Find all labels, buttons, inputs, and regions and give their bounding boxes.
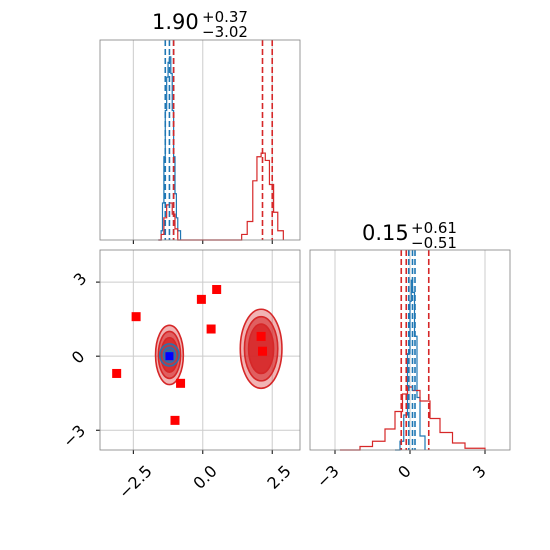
joint-panel	[96, 249, 301, 454]
title-param1: 1.90 +0.37 −3.02	[152, 8, 248, 41]
joint-contours	[112, 285, 283, 425]
title-param2-median: 0.15	[362, 221, 409, 245]
joint-border	[99, 249, 301, 451]
truth-marker	[131, 312, 141, 322]
title-param2-minus: −0.51	[411, 234, 457, 252]
x-tick-labels-param1: −2.5 0.0 2.5	[115, 461, 295, 502]
title-param1-plus: +0.37	[202, 8, 248, 26]
title-param1-median: 1.90	[152, 10, 199, 34]
truth-marker	[206, 324, 216, 334]
truth-marker	[256, 331, 266, 341]
title-param1-minus: −3.02	[202, 23, 248, 41]
truth-marker	[170, 415, 180, 425]
y-tick-label: 0	[68, 347, 89, 368]
hist-param2-panel	[309, 249, 511, 454]
truth-marker	[112, 368, 122, 378]
median-marker-blue	[165, 352, 174, 361]
hist-blue-series	[158, 56, 182, 241]
x-tick-label: 2.5	[263, 461, 294, 492]
truth-marker	[196, 294, 206, 304]
x-tick-label: 3	[469, 461, 490, 482]
hist-param1-panel	[99, 39, 301, 244]
x-tick-label: 0	[394, 461, 415, 482]
hist-param2-border	[309, 249, 511, 451]
hist-blue-series	[395, 279, 426, 451]
hist-param1-background	[100, 40, 300, 240]
x-tick-label: −3	[313, 461, 343, 491]
truth-marker	[212, 285, 222, 295]
title-param2-plus: +0.61	[411, 219, 457, 237]
y-tick-labels-joint: 3 0 −3	[59, 269, 90, 451]
truth-marker	[258, 346, 267, 356]
y-tick-label: 3	[70, 269, 91, 290]
hist-red-series	[158, 152, 284, 241]
y-tick-label: −3	[59, 421, 89, 451]
title-param2: 0.15 +0.61 −0.51	[362, 219, 457, 252]
x-tick-label: −2.5	[115, 461, 156, 502]
hist-param1-border	[99, 39, 301, 241]
x-tick-labels-param2: −3 0 3	[313, 461, 490, 491]
x-tick-label: 0.0	[189, 461, 220, 492]
truth-marker	[176, 378, 186, 388]
